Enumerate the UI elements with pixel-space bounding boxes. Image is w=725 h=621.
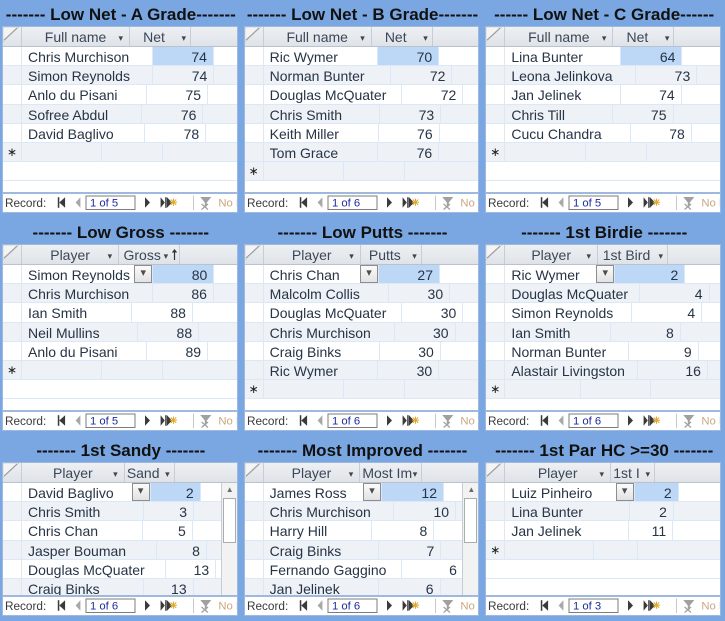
svg-text:Record:: Record:	[5, 600, 46, 613]
svg-text:Record:: Record:	[488, 197, 529, 210]
svg-text:1 of 5: 1 of 5	[90, 415, 118, 427]
svg-text:Record:: Record:	[488, 600, 529, 613]
svg-text:1 of 6: 1 of 6	[332, 415, 360, 427]
svg-text:1 of 5: 1 of 5	[573, 197, 601, 209]
svg-text:No Filter: No Filter	[702, 600, 721, 612]
svg-text:Record:: Record:	[247, 197, 288, 210]
svg-text:No Filter: No Filter	[702, 197, 721, 209]
svg-text:Record:: Record:	[5, 197, 46, 210]
svg-text:Record:: Record:	[247, 415, 288, 428]
svg-text:No Filter: No Filter	[218, 600, 237, 612]
svg-text:No Filter: No Filter	[218, 415, 237, 427]
svg-text:Record:: Record:	[247, 600, 288, 613]
svg-text:Record:: Record:	[5, 415, 46, 428]
svg-text:1 of 3: 1 of 3	[573, 600, 601, 612]
svg-text:Record:: Record:	[488, 415, 529, 428]
svg-text:No Filter: No Filter	[460, 600, 479, 612]
svg-text:1 of 6: 1 of 6	[332, 197, 360, 209]
svg-text:1 of 6: 1 of 6	[573, 415, 601, 427]
svg-text:No Filter: No Filter	[702, 415, 721, 427]
svg-text:1 of 5: 1 of 5	[90, 197, 118, 209]
svg-text:No Filter: No Filter	[460, 197, 479, 209]
svg-text:1 of 6: 1 of 6	[90, 600, 118, 612]
svg-text:No Filter: No Filter	[460, 415, 479, 427]
svg-text:No Filter: No Filter	[218, 197, 237, 209]
svg-text:1 of 6: 1 of 6	[332, 600, 360, 612]
